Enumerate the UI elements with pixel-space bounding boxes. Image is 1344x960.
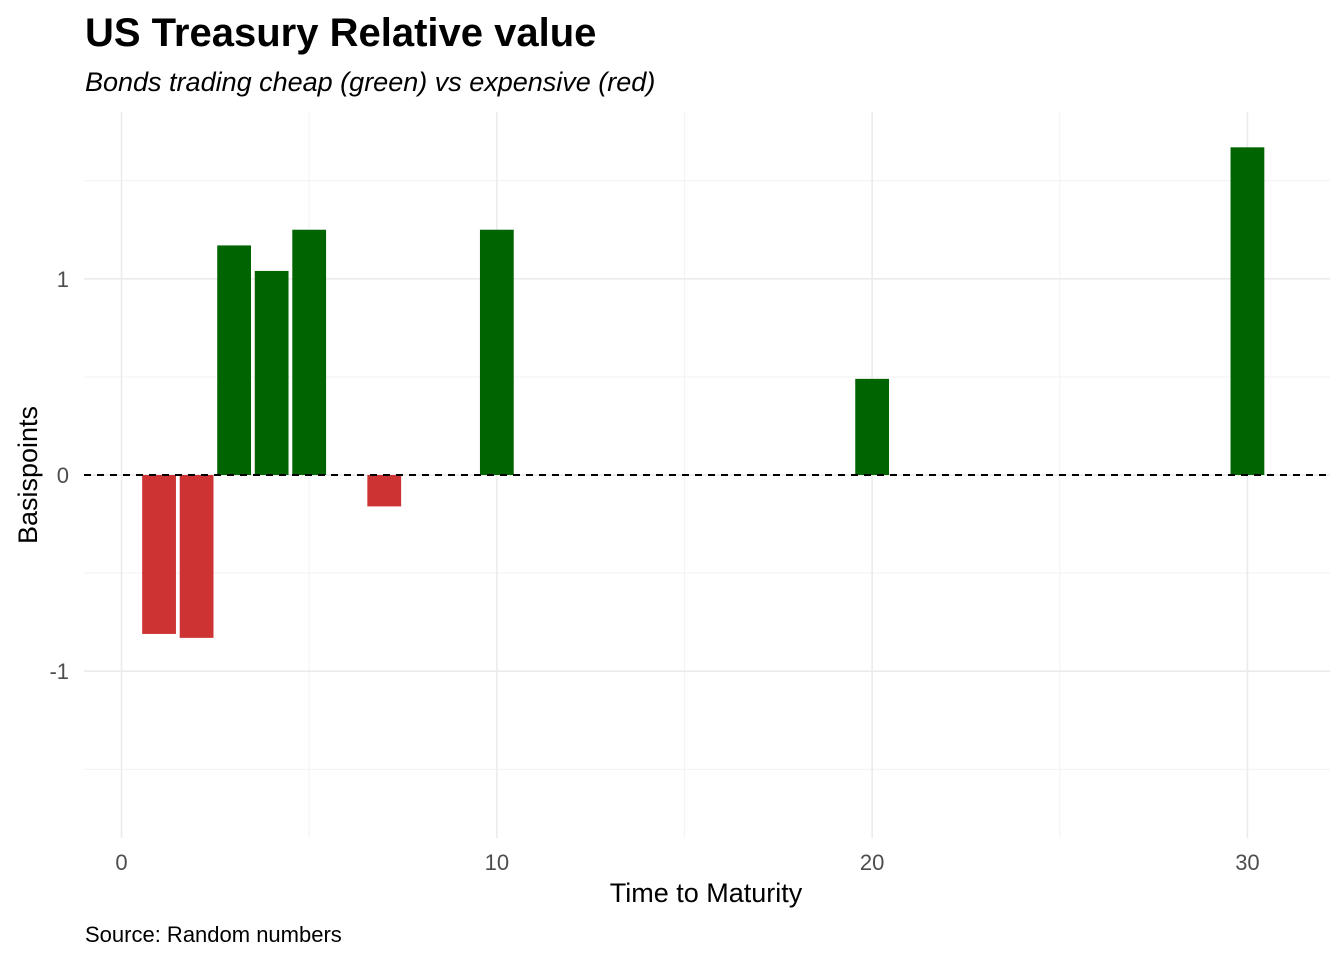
x-axis-title: Time to Maturity	[610, 878, 803, 908]
x-tick-label: 10	[485, 850, 509, 875]
y-tick-label: 1	[57, 267, 69, 292]
bar-cheap	[855, 378, 890, 475]
y-axis-title: Basispoints	[13, 406, 43, 544]
bar-expensive	[179, 475, 214, 638]
x-tick-label: 20	[860, 850, 884, 875]
x-tick-label: 0	[115, 850, 127, 875]
y-tick-label: 0	[57, 463, 69, 488]
bar-expensive	[142, 475, 176, 634]
chart-caption: Source: Random numbers	[85, 922, 342, 947]
bar-cheap	[292, 229, 327, 475]
plot-panel	[84, 112, 1330, 838]
x-axis-ticks: 0 10 20 30	[115, 850, 1259, 875]
y-axis-ticks: -1 0 1	[49, 267, 69, 684]
bar-cheap	[217, 245, 252, 475]
y-tick-label: -1	[49, 659, 69, 684]
bar-expensive	[367, 475, 402, 507]
bar-cheap	[254, 270, 289, 475]
x-tick-label: 30	[1235, 850, 1259, 875]
chart-title: US Treasury Relative value	[85, 11, 596, 55]
chart-subtitle: Bonds trading cheap (green) vs expensive…	[85, 67, 655, 97]
bar-cheap	[479, 229, 514, 475]
bars	[142, 147, 1265, 638]
bar-cheap	[1230, 147, 1265, 476]
